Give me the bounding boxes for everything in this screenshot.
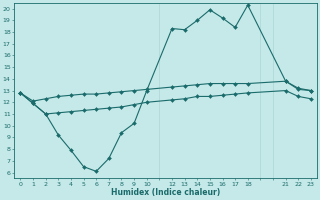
X-axis label: Humidex (Indice chaleur): Humidex (Indice chaleur) — [111, 188, 220, 197]
